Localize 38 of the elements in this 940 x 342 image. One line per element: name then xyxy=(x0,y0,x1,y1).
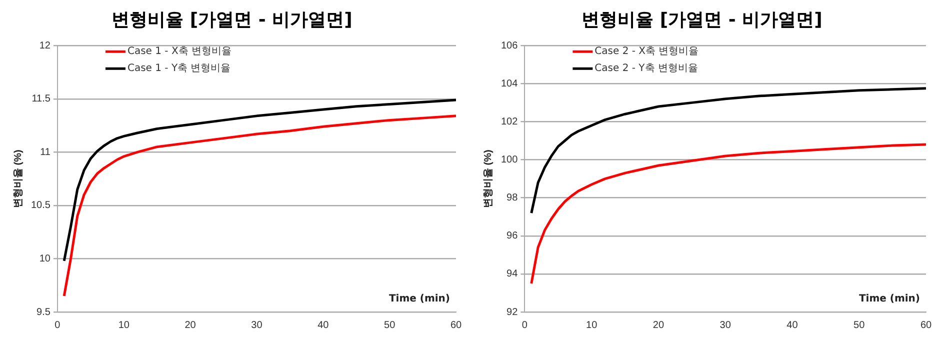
y-tick-label: 104 xyxy=(500,78,518,90)
x-axis-title: Time (min) xyxy=(858,294,920,305)
x-tick-label: 60 xyxy=(920,320,932,331)
y-tick-label: 12 xyxy=(39,40,51,52)
x-tick-label: 0 xyxy=(54,320,61,331)
y-tick-label: 92 xyxy=(506,306,518,318)
y-tick-label: 94 xyxy=(506,268,518,280)
legend-label: Case 1 - Y축 변형비율 xyxy=(127,63,231,74)
y-tick-label: 100 xyxy=(500,154,518,166)
y-tick-label: 10.5 xyxy=(30,200,51,212)
legend-label: Case 1 - X축 변형비율 xyxy=(127,46,232,58)
y-tick-label: 11.5 xyxy=(32,94,51,105)
y-tick-label: 102 xyxy=(500,116,518,128)
legend-label: Case 2 - Y축 변형비율 xyxy=(594,63,698,74)
x-tick-label: 50 xyxy=(384,320,396,331)
x-tick-label: 50 xyxy=(854,320,866,331)
x-tick-label: 40 xyxy=(318,320,330,331)
x-tick-label: 20 xyxy=(184,320,196,331)
chart-title: 변형비율 [가열면 - 비가열면] xyxy=(582,9,822,30)
x-tick-label: 10 xyxy=(118,320,130,331)
y-axis-title: 변형비율 (%) xyxy=(12,150,24,208)
x-tick-label: 10 xyxy=(586,320,598,331)
legend-label: Case 2 - X축 변형비율 xyxy=(594,46,699,58)
x-tick-label: 40 xyxy=(786,320,798,331)
chart-title: 변형비율 [가열면 - 비가열면] xyxy=(112,9,352,30)
y-tick-label: 9.5 xyxy=(36,306,51,318)
x-tick-label: 30 xyxy=(251,320,263,331)
x-axis-title: Time (min) xyxy=(388,294,450,305)
y-tick-label: 10 xyxy=(39,253,51,264)
y-tick-label: 96 xyxy=(506,230,518,242)
y-tick-label: 11 xyxy=(40,146,51,158)
y-axis-title: 변형비율 (%) xyxy=(482,150,494,208)
x-tick-label: 30 xyxy=(720,320,732,331)
x-tick-label: 20 xyxy=(652,320,664,331)
y-tick-label: 106 xyxy=(500,40,518,52)
y-tick-label: 98 xyxy=(506,192,518,204)
x-tick-label: 60 xyxy=(450,320,462,331)
x-tick-label: 0 xyxy=(522,320,528,331)
